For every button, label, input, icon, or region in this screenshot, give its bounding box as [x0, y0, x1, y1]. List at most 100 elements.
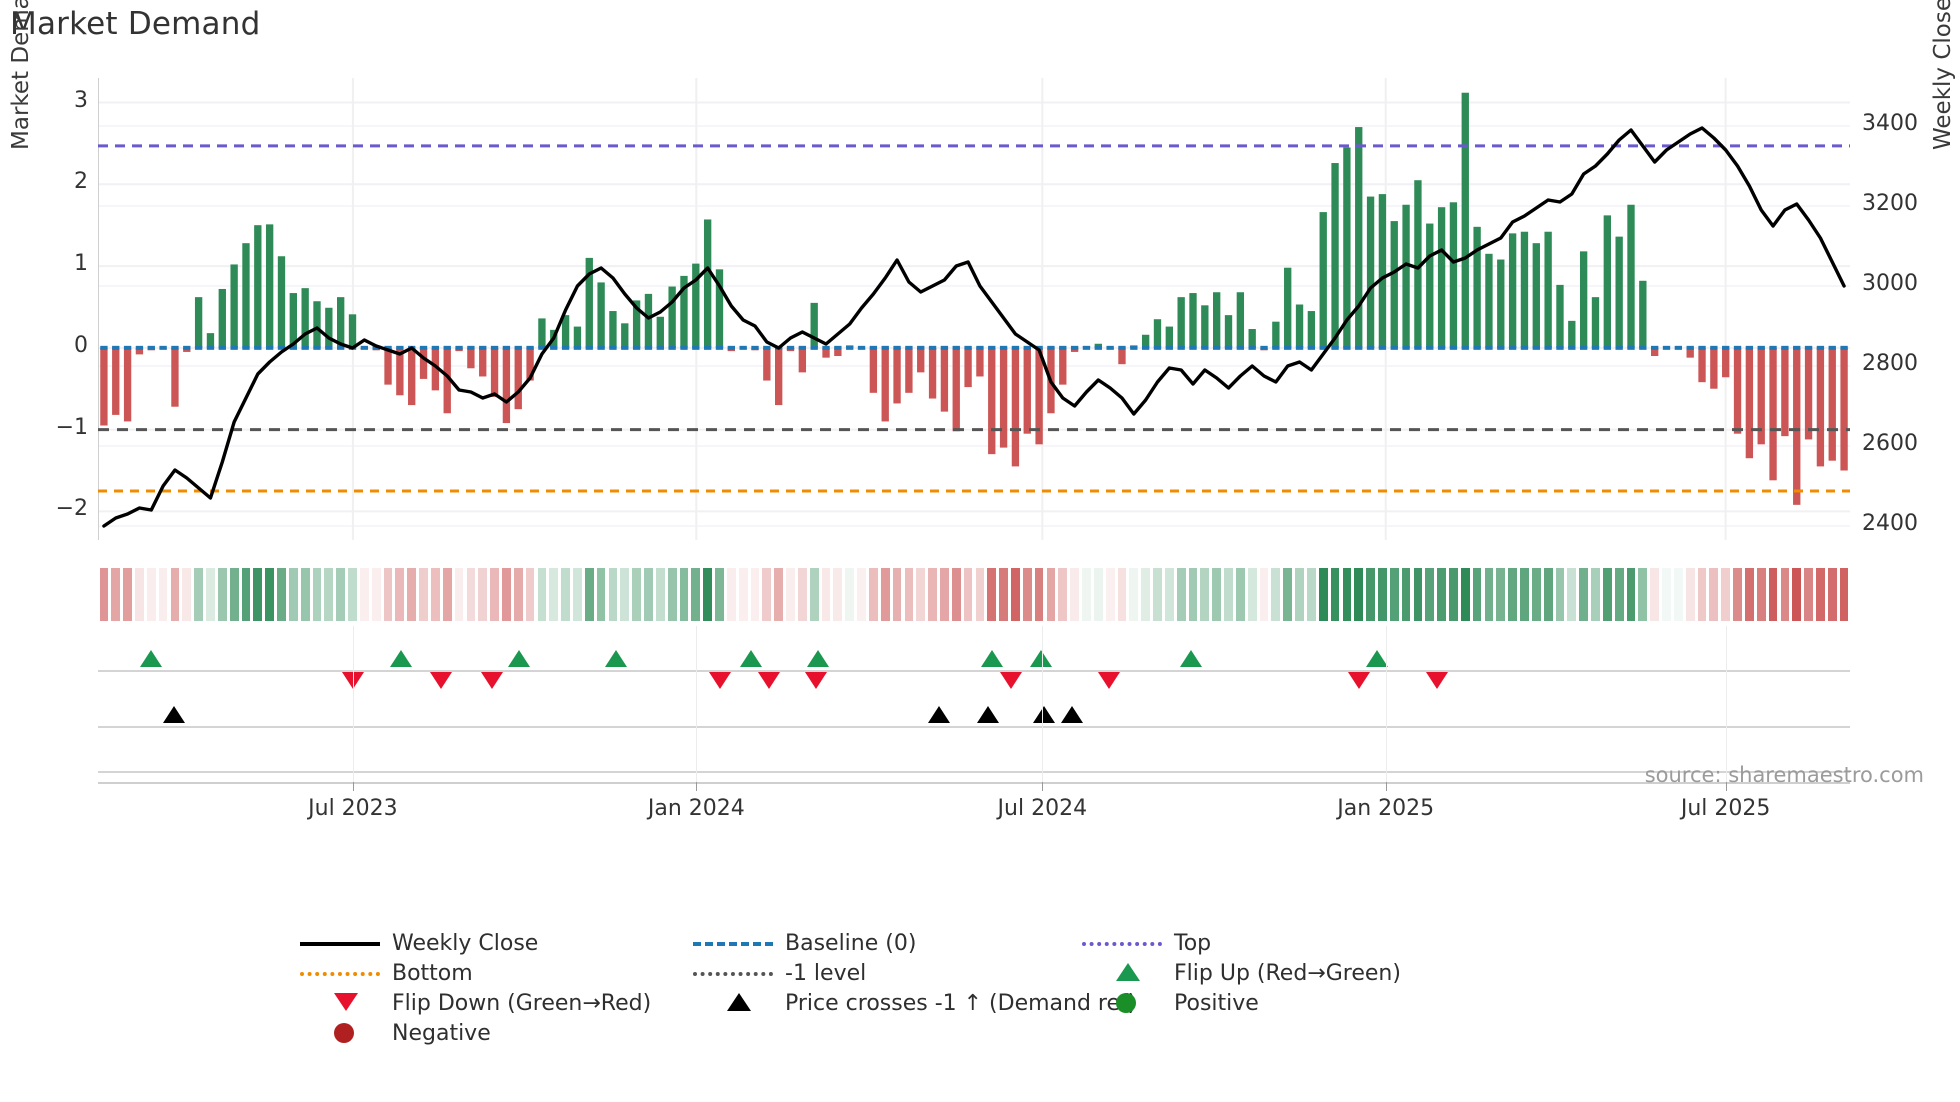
triangle-down-icon — [334, 993, 358, 1011]
heat-cell-negative — [1709, 568, 1719, 621]
demand-bar-positive — [337, 297, 345, 348]
x-axis-tick-label: Jan 2025 — [1337, 796, 1435, 821]
demand-bar-positive — [1355, 127, 1363, 348]
heat-cell-negative — [916, 568, 926, 621]
demand-bar-negative — [443, 347, 451, 414]
triangle-down-swatch — [300, 990, 380, 1016]
heat-cell-negative — [928, 568, 937, 621]
demand-bar-positive — [1295, 304, 1304, 348]
triangle-up-swatch — [693, 990, 773, 1016]
heat-cell-positive — [300, 568, 310, 621]
legend-item[interactable]: Bottom — [300, 958, 473, 988]
heat-cell-positive — [1271, 568, 1281, 621]
heat-cell-negative — [454, 568, 464, 621]
heat-cell-positive — [229, 568, 239, 621]
price-cross-row-divider — [98, 726, 1850, 728]
y-axis-left-tick: 1 — [74, 251, 88, 277]
legend-item[interactable]: Price crosses -1 ↑ (Demand ref) — [693, 988, 1136, 1018]
demand-bar-positive — [230, 264, 238, 348]
heat-cell-positive — [1508, 568, 1517, 621]
x-axis-tick-mark — [696, 782, 698, 791]
flip-down-marker-icon — [1348, 672, 1371, 689]
demand-bar-negative — [775, 347, 783, 406]
heat-cell-positive — [573, 568, 582, 621]
demand-bar-negative — [798, 347, 807, 373]
demand-bar-positive — [1603, 215, 1611, 348]
demand-bar-positive — [1497, 259, 1505, 348]
heat-cell-negative — [502, 568, 511, 621]
legend-item[interactable]: Flip Down (Green→Red) — [300, 988, 651, 1018]
heat-cell-positive — [1378, 568, 1387, 621]
heat-cell-negative — [359, 568, 369, 621]
demand-bar-negative — [763, 347, 771, 381]
demand-bar-negative — [171, 347, 179, 407]
heat-cell-negative — [892, 568, 902, 621]
legend-item[interactable]: -1 level — [693, 958, 866, 988]
demand-bar-positive — [1461, 92, 1469, 348]
demand-bar-positive — [692, 263, 700, 348]
legend-label: Bottom — [392, 960, 473, 986]
legend-item[interactable]: Negative — [300, 1018, 491, 1048]
heat-cell-negative — [525, 568, 535, 621]
heat-cell-positive — [667, 568, 677, 621]
heat-cell-positive — [1330, 568, 1340, 621]
legend-item[interactable]: Positive — [1082, 988, 1259, 1018]
y-axis-left-tick: 0 — [74, 332, 88, 358]
demand-bar-negative — [1651, 347, 1659, 357]
heat-cell-negative — [1105, 568, 1115, 621]
demand-bar-negative — [917, 347, 925, 373]
page-title: Market Demand — [10, 6, 261, 42]
y-axis-left-tick: 3 — [74, 87, 88, 113]
demand-bar-positive — [1272, 321, 1280, 348]
demand-bar-positive — [668, 286, 676, 348]
demand-bar-positive — [348, 314, 357, 348]
heat-cell-positive — [703, 568, 713, 621]
heat-cell-positive — [1638, 568, 1648, 621]
y-axis-right-tick: 2600 — [1862, 431, 1918, 456]
demand-bar-positive — [325, 307, 333, 348]
heat-cell-negative — [1650, 568, 1660, 621]
heat-cell-negative — [407, 568, 417, 621]
demand-bar-negative — [1781, 347, 1789, 437]
heat-cell-positive — [312, 568, 322, 621]
legend-label: Negative — [392, 1020, 491, 1046]
x-axis-gridline — [1385, 626, 1387, 782]
circle-icon — [334, 1023, 354, 1043]
flip-up-marker-icon — [390, 650, 413, 667]
heat-cell-negative — [1058, 568, 1068, 621]
legend-item[interactable]: Flip Up (Red→Green) — [1082, 958, 1401, 988]
legend-label: Flip Up (Red→Green) — [1174, 960, 1401, 986]
heat-cell-negative — [786, 568, 795, 621]
demand-bar-positive — [609, 311, 617, 348]
heat-cell-positive — [324, 568, 334, 621]
heat-cell-positive — [348, 568, 357, 621]
heat-cell-positive — [715, 568, 724, 621]
legend-item[interactable]: Top — [1082, 928, 1211, 958]
demand-bar-negative — [1745, 347, 1754, 459]
dotted-line-swatch — [693, 960, 773, 986]
demand-bar-negative — [490, 347, 499, 397]
demand-bar-positive — [218, 288, 226, 348]
flip-down-marker-icon — [1097, 672, 1120, 689]
heat-cell-negative — [442, 568, 452, 621]
demand-bar-positive — [585, 257, 593, 348]
heat-cell-negative — [1780, 568, 1790, 621]
heat-cell-positive — [1306, 568, 1316, 621]
source-attribution: source: sharemaestro.com — [1644, 763, 1924, 787]
triangle-up-icon — [1116, 963, 1140, 981]
x-axis-tick-label: Jul 2023 — [308, 796, 398, 821]
demand-bar-positive — [1177, 297, 1185, 348]
legend-item[interactable]: Baseline (0) — [693, 928, 916, 958]
heat-cell-positive — [596, 568, 606, 621]
demand-bar-negative — [1793, 347, 1801, 505]
heat-cell-negative — [1768, 568, 1778, 621]
heat-cell-positive — [1129, 568, 1139, 621]
demand-bar-positive — [561, 315, 570, 348]
heat-cell-positive — [1614, 568, 1624, 621]
heat-cell-positive — [1579, 568, 1589, 621]
legend-item[interactable]: Weekly Close — [300, 928, 538, 958]
heat-cell-positive — [1224, 568, 1233, 621]
heat-cell-negative — [111, 568, 121, 621]
demand-bar-positive — [1473, 226, 1481, 348]
heat-cell-positive — [1200, 568, 1210, 621]
